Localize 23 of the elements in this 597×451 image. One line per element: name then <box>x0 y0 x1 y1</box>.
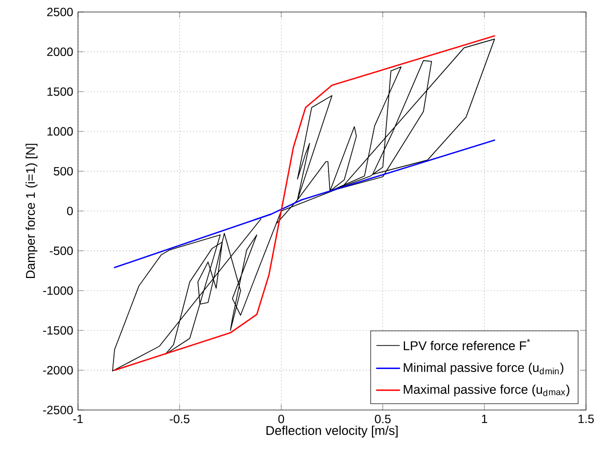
x-tick-label: 1.5 <box>578 414 594 424</box>
y-tick-label: 1000 <box>48 127 73 136</box>
y-tick-label: -2500 <box>43 406 73 414</box>
y-tick-label: 0 <box>67 206 73 216</box>
y-tick-label: 1500 <box>48 87 73 96</box>
x-axis-title: Deflection velocity [m/s] <box>266 426 398 438</box>
x-tick-label: 1 <box>482 414 488 423</box>
y-tick-label: -1000 <box>43 286 73 295</box>
y-tick-label: -500 <box>50 246 73 256</box>
y-tick-label: 2500 <box>47 8 73 16</box>
x-tick-label: -1 <box>73 414 83 423</box>
y-tick-label: 500 <box>54 166 73 176</box>
y-tick-label: 2000 <box>47 48 73 56</box>
x-tick-label: 0.5 <box>374 414 391 424</box>
y-tick-label: -1500 <box>43 326 73 335</box>
y-tick-label: -2000 <box>43 366 73 374</box>
legend-label: Maximal passive force (u$_{dmax}$) <box>404 384 570 396</box>
x-tick-label: -0.5 <box>170 414 190 424</box>
x-tick-label: 0 <box>278 414 284 424</box>
y-axis-title: Damper force 1 (i=1) [N] <box>26 144 38 278</box>
legend-label: LPV force reference F$^{*}$ <box>404 338 530 350</box>
line-series <box>114 139 496 268</box>
legend-label: Minimal passive force (u$_{dmin}$) <box>404 362 564 375</box>
